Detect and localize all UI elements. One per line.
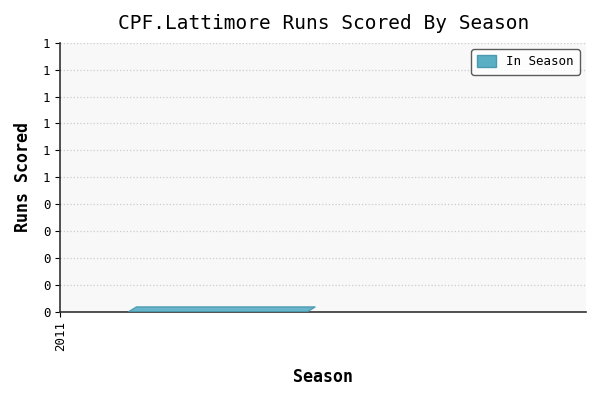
Legend: In Season: In Season [471, 49, 580, 74]
Polygon shape [128, 307, 315, 312]
X-axis label: Season: Season [293, 368, 353, 386]
Title: CPF.Lattimore Runs Scored By Season: CPF.Lattimore Runs Scored By Season [118, 14, 529, 33]
Y-axis label: Runs Scored: Runs Scored [14, 122, 32, 232]
